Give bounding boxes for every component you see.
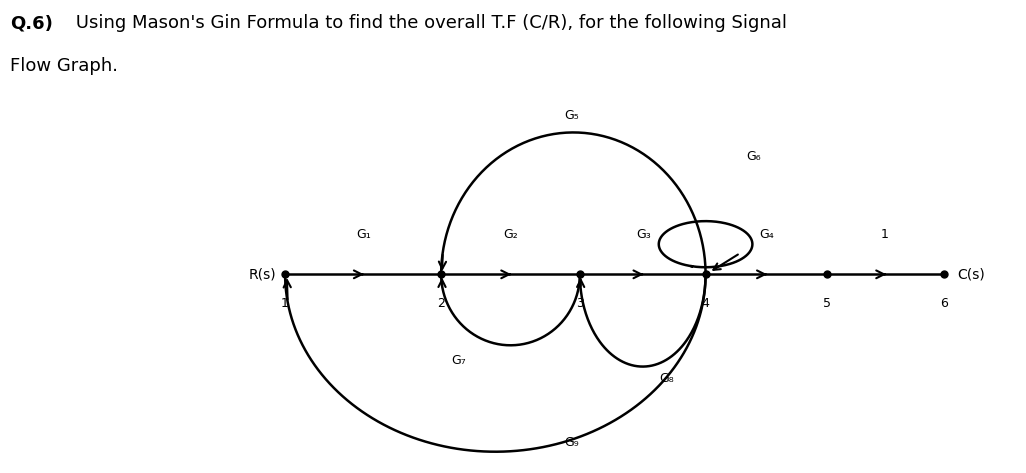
Text: 3: 3 <box>576 298 584 310</box>
Text: G₈: G₈ <box>659 372 674 385</box>
Text: G₇: G₇ <box>451 354 466 367</box>
Text: Using Mason's Gin Formula to find the overall T.F (C/R), for the following Signa: Using Mason's Gin Formula to find the ov… <box>70 14 787 32</box>
Text: R(s): R(s) <box>249 267 276 281</box>
Text: G₄: G₄ <box>759 228 774 241</box>
Text: 4: 4 <box>702 298 710 310</box>
Text: G₆: G₆ <box>746 149 760 163</box>
Text: 1: 1 <box>881 228 889 241</box>
Text: 6: 6 <box>940 298 948 310</box>
Text: 1: 1 <box>281 298 289 310</box>
Text: C(s): C(s) <box>957 267 985 281</box>
Text: G₂: G₂ <box>503 228 518 241</box>
Text: 5: 5 <box>823 298 831 310</box>
Text: Flow Graph.: Flow Graph. <box>10 57 118 75</box>
Text: G₅: G₅ <box>564 109 579 122</box>
Text: 2: 2 <box>437 298 445 310</box>
Text: G₉: G₉ <box>564 436 579 449</box>
Text: G₃: G₃ <box>636 228 650 241</box>
Text: G₁: G₁ <box>356 228 370 241</box>
Text: Q.6): Q.6) <box>10 14 53 32</box>
